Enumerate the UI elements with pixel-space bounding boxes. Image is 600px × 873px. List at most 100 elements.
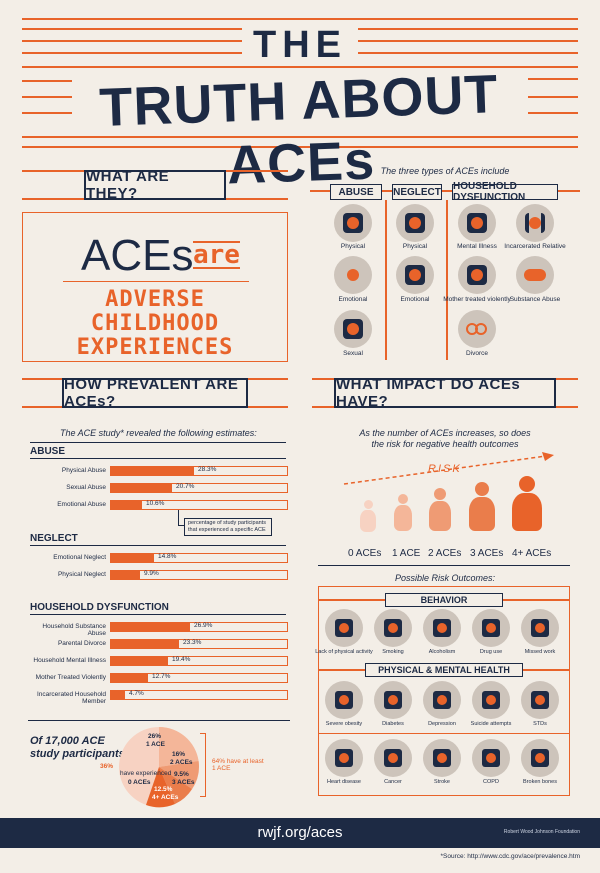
types-rule bbox=[310, 190, 580, 192]
bar-fill bbox=[111, 501, 142, 509]
outcome-label: Heart disease bbox=[327, 779, 361, 785]
category-rule bbox=[30, 545, 286, 546]
box-rule bbox=[503, 599, 569, 601]
outcome-label: Suicide attempts bbox=[470, 721, 512, 727]
type-label: Mental Illness bbox=[457, 243, 497, 250]
cancer-icon bbox=[374, 739, 412, 777]
neglect-heading: NEGLECT bbox=[30, 533, 78, 544]
bar-value: 12.7% bbox=[152, 673, 171, 680]
header: THE TRUTH ABOUT ACEs bbox=[22, 12, 578, 196]
suicide-attempts-icon bbox=[472, 681, 510, 719]
type-label: Substance Abuse bbox=[509, 296, 561, 303]
bar-value: 4.7% bbox=[129, 690, 144, 697]
outcome-label: Severe obesity bbox=[325, 721, 363, 727]
col-divider bbox=[446, 200, 448, 360]
broken-bones-icon bbox=[521, 739, 559, 777]
header-rule bbox=[22, 96, 72, 98]
substance-abuse-icon bbox=[516, 256, 554, 294]
bar-value: 19.4% bbox=[172, 656, 191, 663]
subtitle-rule bbox=[30, 442, 286, 443]
ace-level-label: 4+ ACEs bbox=[512, 548, 552, 559]
type-label: Sexual bbox=[343, 350, 363, 357]
header-rule bbox=[528, 78, 578, 80]
type-label: Incarcerated Relative bbox=[504, 243, 566, 250]
outcome-label: Broken bones bbox=[523, 779, 557, 785]
footer-url[interactable]: rwjf.org/aces bbox=[257, 824, 343, 841]
outcome-label: Drug use bbox=[479, 649, 503, 655]
bar-track: 19.4% bbox=[110, 656, 288, 666]
smoking-icon bbox=[374, 609, 412, 647]
header-rule bbox=[528, 112, 578, 114]
outcomes-box: BEHAVIOR PHYSICAL & MENTAL HEALTH Lack o… bbox=[315, 586, 570, 796]
category-rule bbox=[30, 458, 286, 459]
outcome-label: Stroke bbox=[434, 779, 450, 785]
mother-violence-icon bbox=[458, 256, 496, 294]
diabetes-icon bbox=[374, 681, 412, 719]
footer: rwjf.org/aces Robert Wood Johnson Founda… bbox=[0, 818, 600, 848]
bar-value: 28.3% bbox=[198, 466, 217, 473]
title-the: THE bbox=[253, 24, 347, 66]
physical-neglect-icon bbox=[396, 204, 434, 242]
outcome-label: Diabetes bbox=[382, 721, 404, 727]
outcome-label: Missed work bbox=[524, 649, 556, 655]
aces-pie-chart bbox=[119, 726, 199, 808]
missed-work-icon bbox=[521, 609, 559, 647]
pie-bracket bbox=[200, 733, 206, 797]
bar-fill bbox=[111, 674, 148, 682]
emotional-abuse-icon bbox=[334, 256, 372, 294]
header-rule bbox=[22, 52, 242, 54]
bar-label: Parental Divorce bbox=[57, 640, 106, 647]
incarcerated-relative-icon bbox=[516, 204, 554, 242]
depression-icon bbox=[423, 681, 461, 719]
aces-word: ACEs bbox=[81, 231, 194, 280]
bar-fill bbox=[111, 691, 125, 699]
study-rule bbox=[28, 720, 290, 721]
def-adverse: ADVERSE bbox=[105, 287, 205, 312]
study-caption: Of 17,000 ACE study participants: bbox=[30, 735, 128, 761]
bar-label: Household Mental Illness bbox=[33, 657, 106, 664]
outcome-label: COPD bbox=[483, 779, 499, 785]
pie-slice-2 bbox=[159, 761, 199, 789]
type-label: Physical bbox=[340, 243, 366, 250]
bar-fill bbox=[111, 640, 179, 648]
are-word: are bbox=[193, 240, 240, 270]
stroke-icon bbox=[423, 739, 461, 777]
col-abuse: ABUSE bbox=[330, 184, 382, 200]
bar-label: Sexual Abuse bbox=[66, 484, 106, 491]
girl-figure-3 bbox=[467, 482, 497, 540]
pie-slice-label: 2 ACEs bbox=[170, 759, 193, 766]
impact-subtitle-line2: the risk for negative health outcomes bbox=[371, 439, 519, 449]
pie-slice-pct: 12.5% bbox=[154, 786, 173, 793]
ace-level-label: 3 ACEs bbox=[470, 548, 504, 559]
box-rule bbox=[319, 599, 385, 601]
header-rule bbox=[22, 112, 72, 114]
bar-track: 10.6% bbox=[110, 500, 288, 510]
study-caption-line2: study participants: bbox=[30, 748, 129, 760]
girl-figure-2 bbox=[427, 488, 453, 540]
bar-track: 26.9% bbox=[110, 622, 288, 632]
outcome-label: Depression bbox=[428, 721, 456, 727]
outcome-label: Lack of physical activity bbox=[315, 649, 373, 655]
impact-subtitle: As the number of ACEs increases, so does… bbox=[310, 428, 580, 450]
bar-label: Physical Abuse bbox=[61, 467, 106, 474]
bar-label: Mother Treated Violently bbox=[35, 674, 106, 681]
physical-abuse-icon bbox=[334, 204, 372, 242]
bar-label: Emotional Abuse bbox=[57, 501, 106, 508]
note-box: percentage of study participants that ex… bbox=[184, 518, 272, 536]
col-divider bbox=[385, 200, 387, 360]
girl-figure-4 bbox=[510, 476, 544, 540]
source-note[interactable]: *Source: http://www.cdc.gov/ace/prevalen… bbox=[440, 853, 580, 860]
category-rule bbox=[30, 614, 286, 615]
note-connector bbox=[178, 510, 184, 526]
bar-track: 20.7% bbox=[110, 483, 288, 493]
lack-of-physical-activity-icon bbox=[325, 609, 363, 647]
impact-band: WHAT IMPACT DO ACEs HAVE? bbox=[312, 376, 578, 410]
behavior-heading: BEHAVIOR bbox=[385, 593, 503, 607]
header-rule bbox=[22, 80, 72, 82]
header-rule bbox=[358, 52, 578, 54]
bar-value: 9.9% bbox=[144, 570, 159, 577]
severe-obesity-icon bbox=[325, 681, 363, 719]
pie-slice-pct: 9.5% bbox=[174, 771, 189, 778]
prevalence-band: HOW PREVALENT ARE ACEs? bbox=[22, 376, 288, 410]
